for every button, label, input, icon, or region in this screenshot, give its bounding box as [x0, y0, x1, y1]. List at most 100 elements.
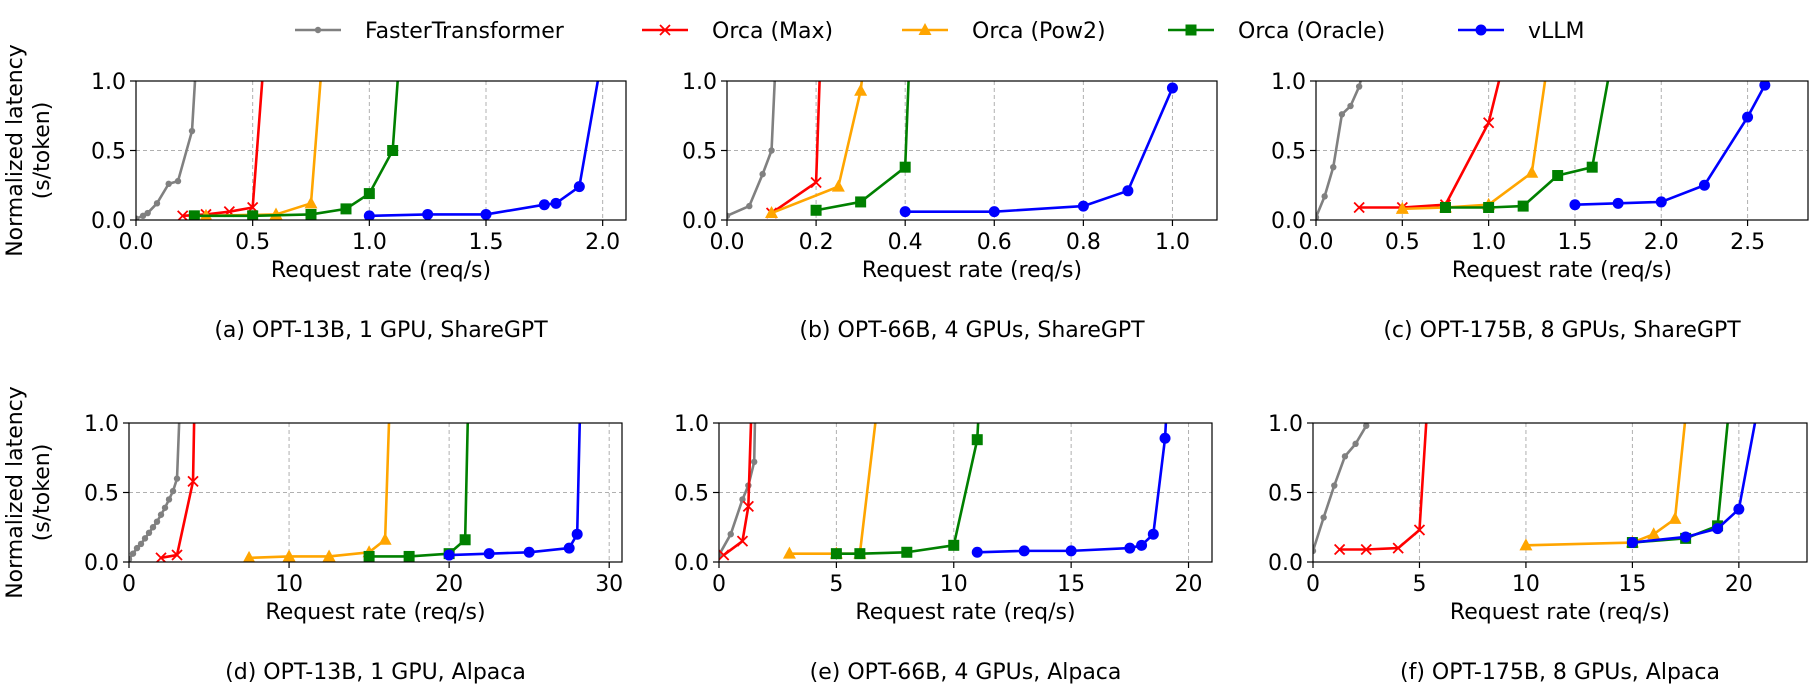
data-point [169, 487, 177, 495]
data-point [1333, 543, 1346, 556]
legend-marker [1475, 24, 1487, 36]
x-tick-label: 1.0 [1155, 230, 1190, 255]
legend-label: Orca (Max) [712, 19, 833, 44]
data-point [1552, 170, 1564, 182]
data-point [719, 549, 730, 561]
chart-panel: 0 5 10 15 20 0.0 0.5 1.0 Request rate (req/s) (e)… [674, 412, 1213, 685]
data-point [810, 204, 822, 216]
data-point [1352, 440, 1359, 448]
data-point [1482, 117, 1495, 129]
subfigure-caption: (c) OPT-175B, 8 GPUs, ShareGPT [1383, 318, 1741, 343]
data-point [899, 161, 911, 173]
data-point [1519, 538, 1533, 551]
data-point [1525, 165, 1539, 178]
data-point [161, 504, 169, 511]
data-point [459, 534, 471, 546]
data-point [1680, 531, 1692, 543]
y-axis-label: Normalized latency(s/token) [3, 44, 55, 257]
series-line [160, 423, 196, 560]
data-point [483, 548, 495, 560]
data-point [153, 518, 161, 525]
data-point [1483, 201, 1495, 213]
data-point [1668, 511, 1682, 524]
series-line [182, 81, 264, 218]
y-tick-label: 0.0 [91, 209, 126, 234]
data-point [765, 206, 779, 219]
chart-panel: 0.0 0.5 1.0 1.5 2.0 2.5 0.0 0.5 1.0 Request rate … [1271, 70, 1809, 343]
data-point [378, 532, 392, 545]
data-point [1742, 111, 1754, 123]
data-point [1712, 523, 1724, 535]
data-point [129, 556, 133, 562]
data-point [1124, 542, 1136, 554]
x-tick-label: 1.5 [1557, 230, 1592, 255]
subfigure-caption: (e) OPT-66B, 4 GPUs, Alpaca [810, 660, 1122, 685]
chart-panel: 0.0 0.5 1.0 1.5 2.0 0.0 0.5 1.0 Request rate (re… [3, 44, 627, 343]
data-point [1355, 83, 1363, 90]
data-point [242, 550, 256, 562]
series-line [770, 81, 821, 215]
data-point [188, 127, 196, 135]
data-point [727, 531, 734, 538]
data-point [247, 210, 259, 220]
chart-panel: 0.0 0.2 0.4 0.6 0.8 1.0 0.0 0.5 1.0 Request rate … [682, 70, 1218, 343]
data-point [171, 549, 183, 561]
grid [128, 422, 622, 563]
data-point [340, 203, 352, 215]
data-point [1331, 482, 1338, 489]
y-tick-label: 1.0 [682, 70, 717, 95]
y-tick-label: 1.0 [1271, 70, 1306, 95]
data-point [1159, 432, 1171, 444]
data-point [153, 200, 161, 207]
x-tick-label: 2.0 [585, 230, 620, 255]
data-point [782, 546, 796, 559]
subfigure-caption: (d) OPT-13B, 1 GPU, Alpaca [225, 660, 526, 685]
data-point [1320, 514, 1327, 521]
data-point [387, 145, 399, 156]
y-tick-label: 0.5 [674, 482, 709, 507]
series-line [1402, 81, 1547, 211]
data-point [141, 535, 149, 542]
series-line [129, 423, 181, 560]
data-point [403, 550, 415, 562]
data-point [305, 208, 317, 220]
data-point [1626, 537, 1638, 549]
series-line [815, 81, 910, 212]
data-point [1065, 545, 1077, 557]
series-line [249, 423, 391, 560]
series-line [1316, 81, 1362, 218]
data-point [1338, 111, 1346, 118]
x-axis-label: Request rate (req/s) [271, 258, 491, 283]
series-line [1313, 423, 1369, 552]
data-point [1122, 185, 1134, 197]
series-line [1574, 84, 1766, 207]
data-point [282, 549, 296, 562]
series-line [136, 81, 197, 220]
x-tick-label: 0.0 [119, 230, 154, 255]
x-axis-label: Request rate (req/s) [1450, 600, 1670, 625]
x-tick-label: 0.0 [1299, 230, 1334, 255]
data-point [1363, 423, 1370, 429]
x-tick-label: 0.4 [888, 230, 923, 255]
data-point [144, 209, 151, 217]
data-point [854, 548, 866, 560]
data-point [948, 539, 960, 551]
x-tick-label: 1.5 [469, 230, 504, 255]
data-point [855, 196, 867, 208]
data-point [157, 511, 165, 518]
data-point [1136, 539, 1148, 551]
data-point [563, 542, 575, 554]
data-point [988, 206, 1000, 218]
x-tick-label: 20 [1725, 572, 1753, 597]
legend: FasterTransformer Orca (Max) Orca (Pow2) Or… [295, 19, 1585, 44]
series-line [727, 81, 777, 218]
data-point [899, 206, 911, 218]
legend-entry: Orca (Pow2) [902, 19, 1106, 44]
data-point [363, 188, 375, 200]
data-point [1313, 547, 1317, 555]
x-tick-label: 5 [1412, 572, 1426, 597]
x-tick-label: 5 [829, 572, 843, 597]
x-tick-label: 30 [595, 572, 623, 597]
data-point [810, 176, 822, 189]
